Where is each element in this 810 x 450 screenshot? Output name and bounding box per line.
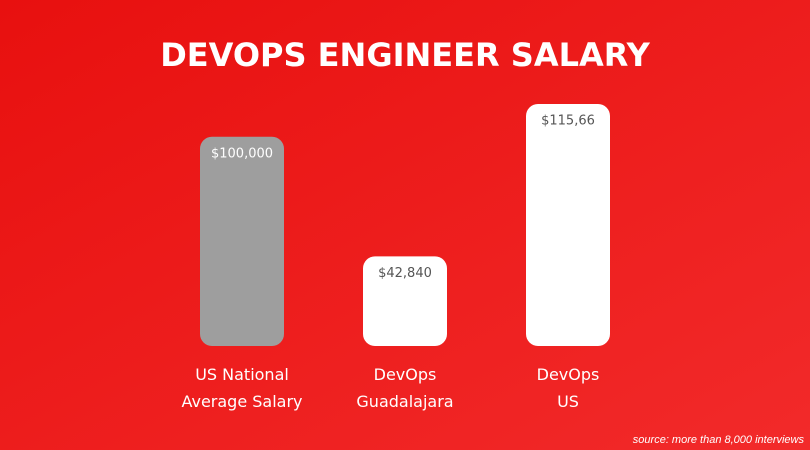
category-line: Average Salary	[181, 392, 302, 411]
value-label: $115,66	[541, 114, 595, 129]
value-label: $100,000	[211, 146, 273, 161]
bar	[363, 256, 447, 346]
category-label: DevOps Guadalajara	[356, 365, 453, 411]
value-label: $42,840	[378, 266, 432, 281]
category-line: DevOps	[537, 365, 600, 384]
category-line: Guadalajara	[356, 392, 453, 411]
category-line: US National	[195, 365, 289, 384]
category-line: US	[557, 392, 579, 411]
bar	[200, 136, 284, 346]
category-label: US National Average Salary	[181, 365, 302, 411]
category-line: DevOps	[374, 365, 437, 384]
category-label: DevOps US	[537, 365, 600, 411]
bar	[526, 104, 610, 346]
source-note: source: more than 8,000 interviews	[633, 434, 805, 446]
chart-title: DEVOPS ENGINEER SALARY	[160, 36, 650, 74]
